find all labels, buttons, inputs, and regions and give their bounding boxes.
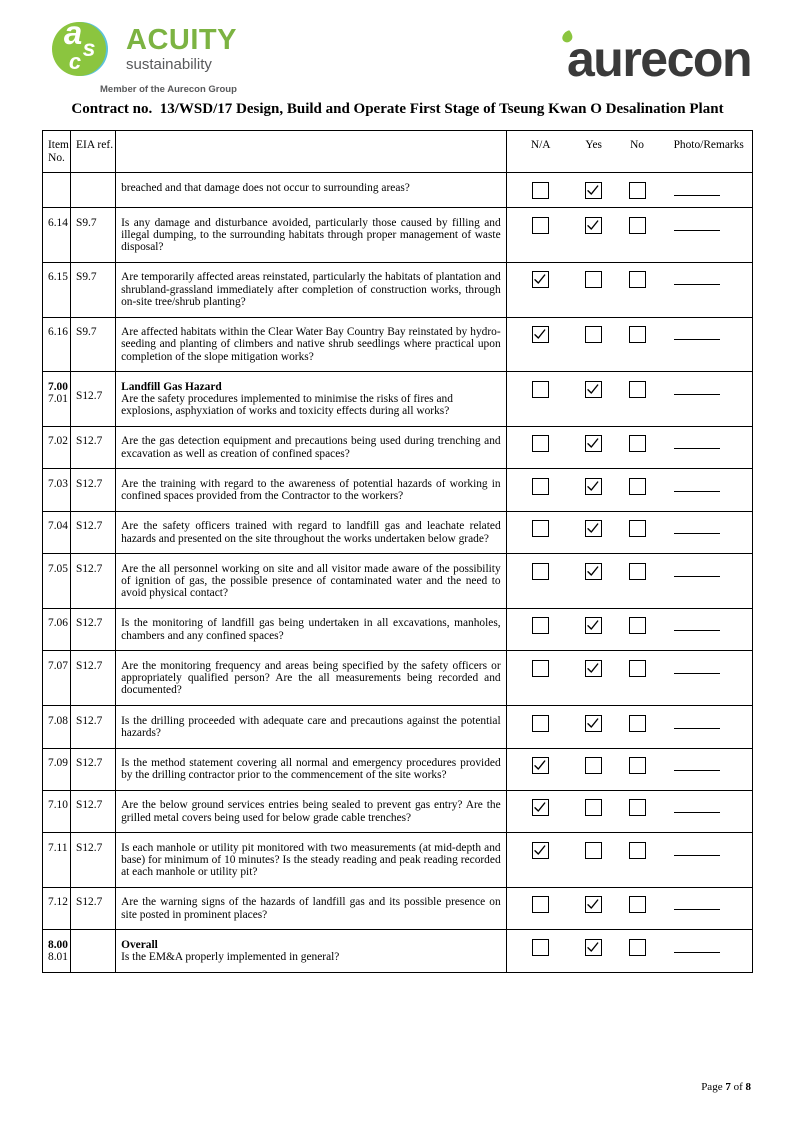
- svg-text:c: c: [69, 49, 81, 74]
- svg-text:a: a: [64, 18, 82, 51]
- svg-text:s: s: [83, 35, 96, 61]
